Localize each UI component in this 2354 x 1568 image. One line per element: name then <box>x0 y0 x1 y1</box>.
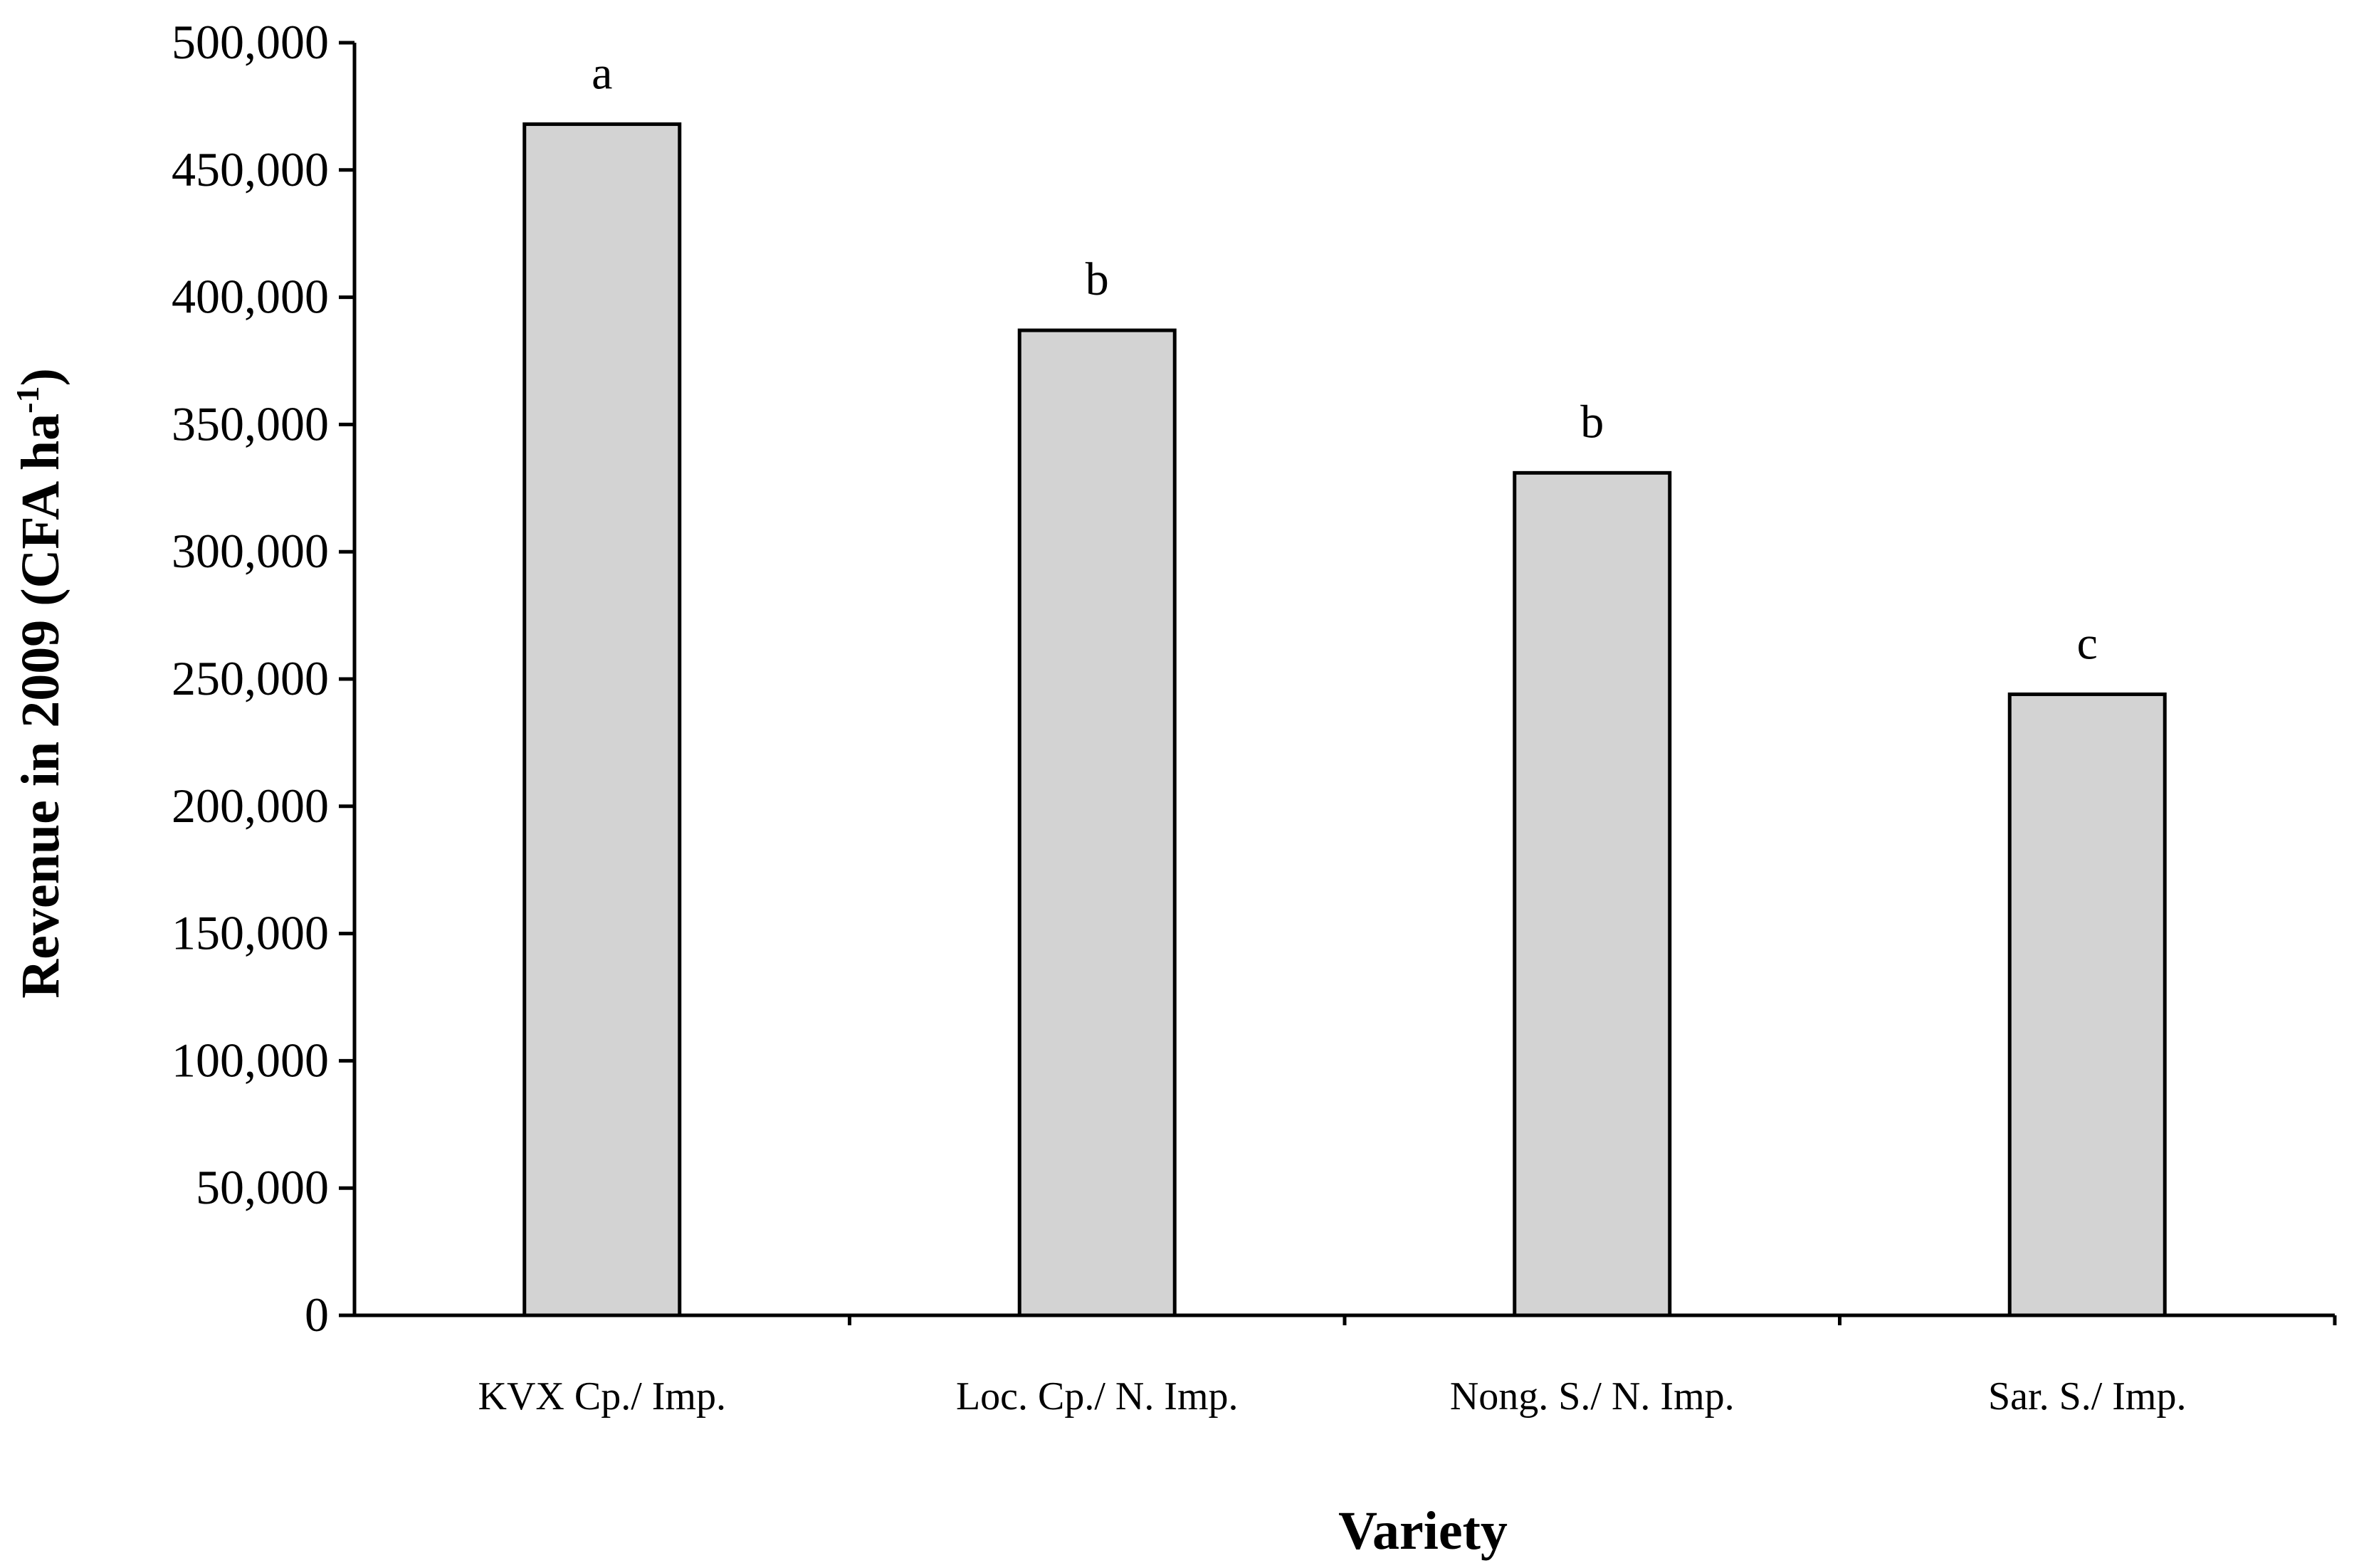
y-tick-label: 350,000 <box>172 396 329 451</box>
y-axis-title: Revenue in 2009 (CFA ha-1) <box>9 368 70 999</box>
significance-letter: c <box>2077 617 2098 669</box>
significance-letter: a <box>592 47 612 99</box>
bar <box>2007 692 2167 1317</box>
x-tick-label: Sar. S./ Imp. <box>1988 1374 2186 1419</box>
bar <box>1017 328 1177 1317</box>
y-tick-label: 300,000 <box>172 524 329 578</box>
significance-letter: b <box>1580 396 1604 448</box>
y-tick-label: 400,000 <box>172 270 329 324</box>
y-tick-label: 150,000 <box>172 906 329 960</box>
y-tick-label: 250,000 <box>172 651 329 705</box>
x-tick-label: KVX Cp./ Imp. <box>478 1374 726 1419</box>
x-tick-label: Nong. S./ N. Imp. <box>1450 1374 1735 1419</box>
y-axis-title-superscript: -1 <box>9 386 46 414</box>
y-tick-label: 50,000 <box>196 1160 329 1214</box>
significance-letter: b <box>1086 253 1109 305</box>
x-axis-title: Variety <box>1338 1501 1508 1561</box>
y-tick-label: 450,000 <box>172 142 329 196</box>
bar <box>1513 470 1672 1317</box>
y-tick-label: 500,000 <box>172 15 329 69</box>
y-axis-title-end: ) <box>11 368 70 386</box>
x-tick-label: Loc. Cp./ N. Imp. <box>956 1374 1239 1419</box>
y-tick-label: 0 <box>305 1288 329 1342</box>
y-tick-label: 100,000 <box>172 1033 329 1087</box>
bars: a KVX Cp./ Imp. b Loc. Cp./ N. Imp. b Nong. S… <box>478 47 2187 1419</box>
y-tick-label: 200,000 <box>172 779 329 833</box>
y-axis-title-main: Revenue in 2009 (CFA ha <box>11 414 70 999</box>
bar <box>522 122 682 1317</box>
y-axis-ticks: 0 50,000 100,000 150,000 200,000 250,000 300,0… <box>172 15 354 1342</box>
